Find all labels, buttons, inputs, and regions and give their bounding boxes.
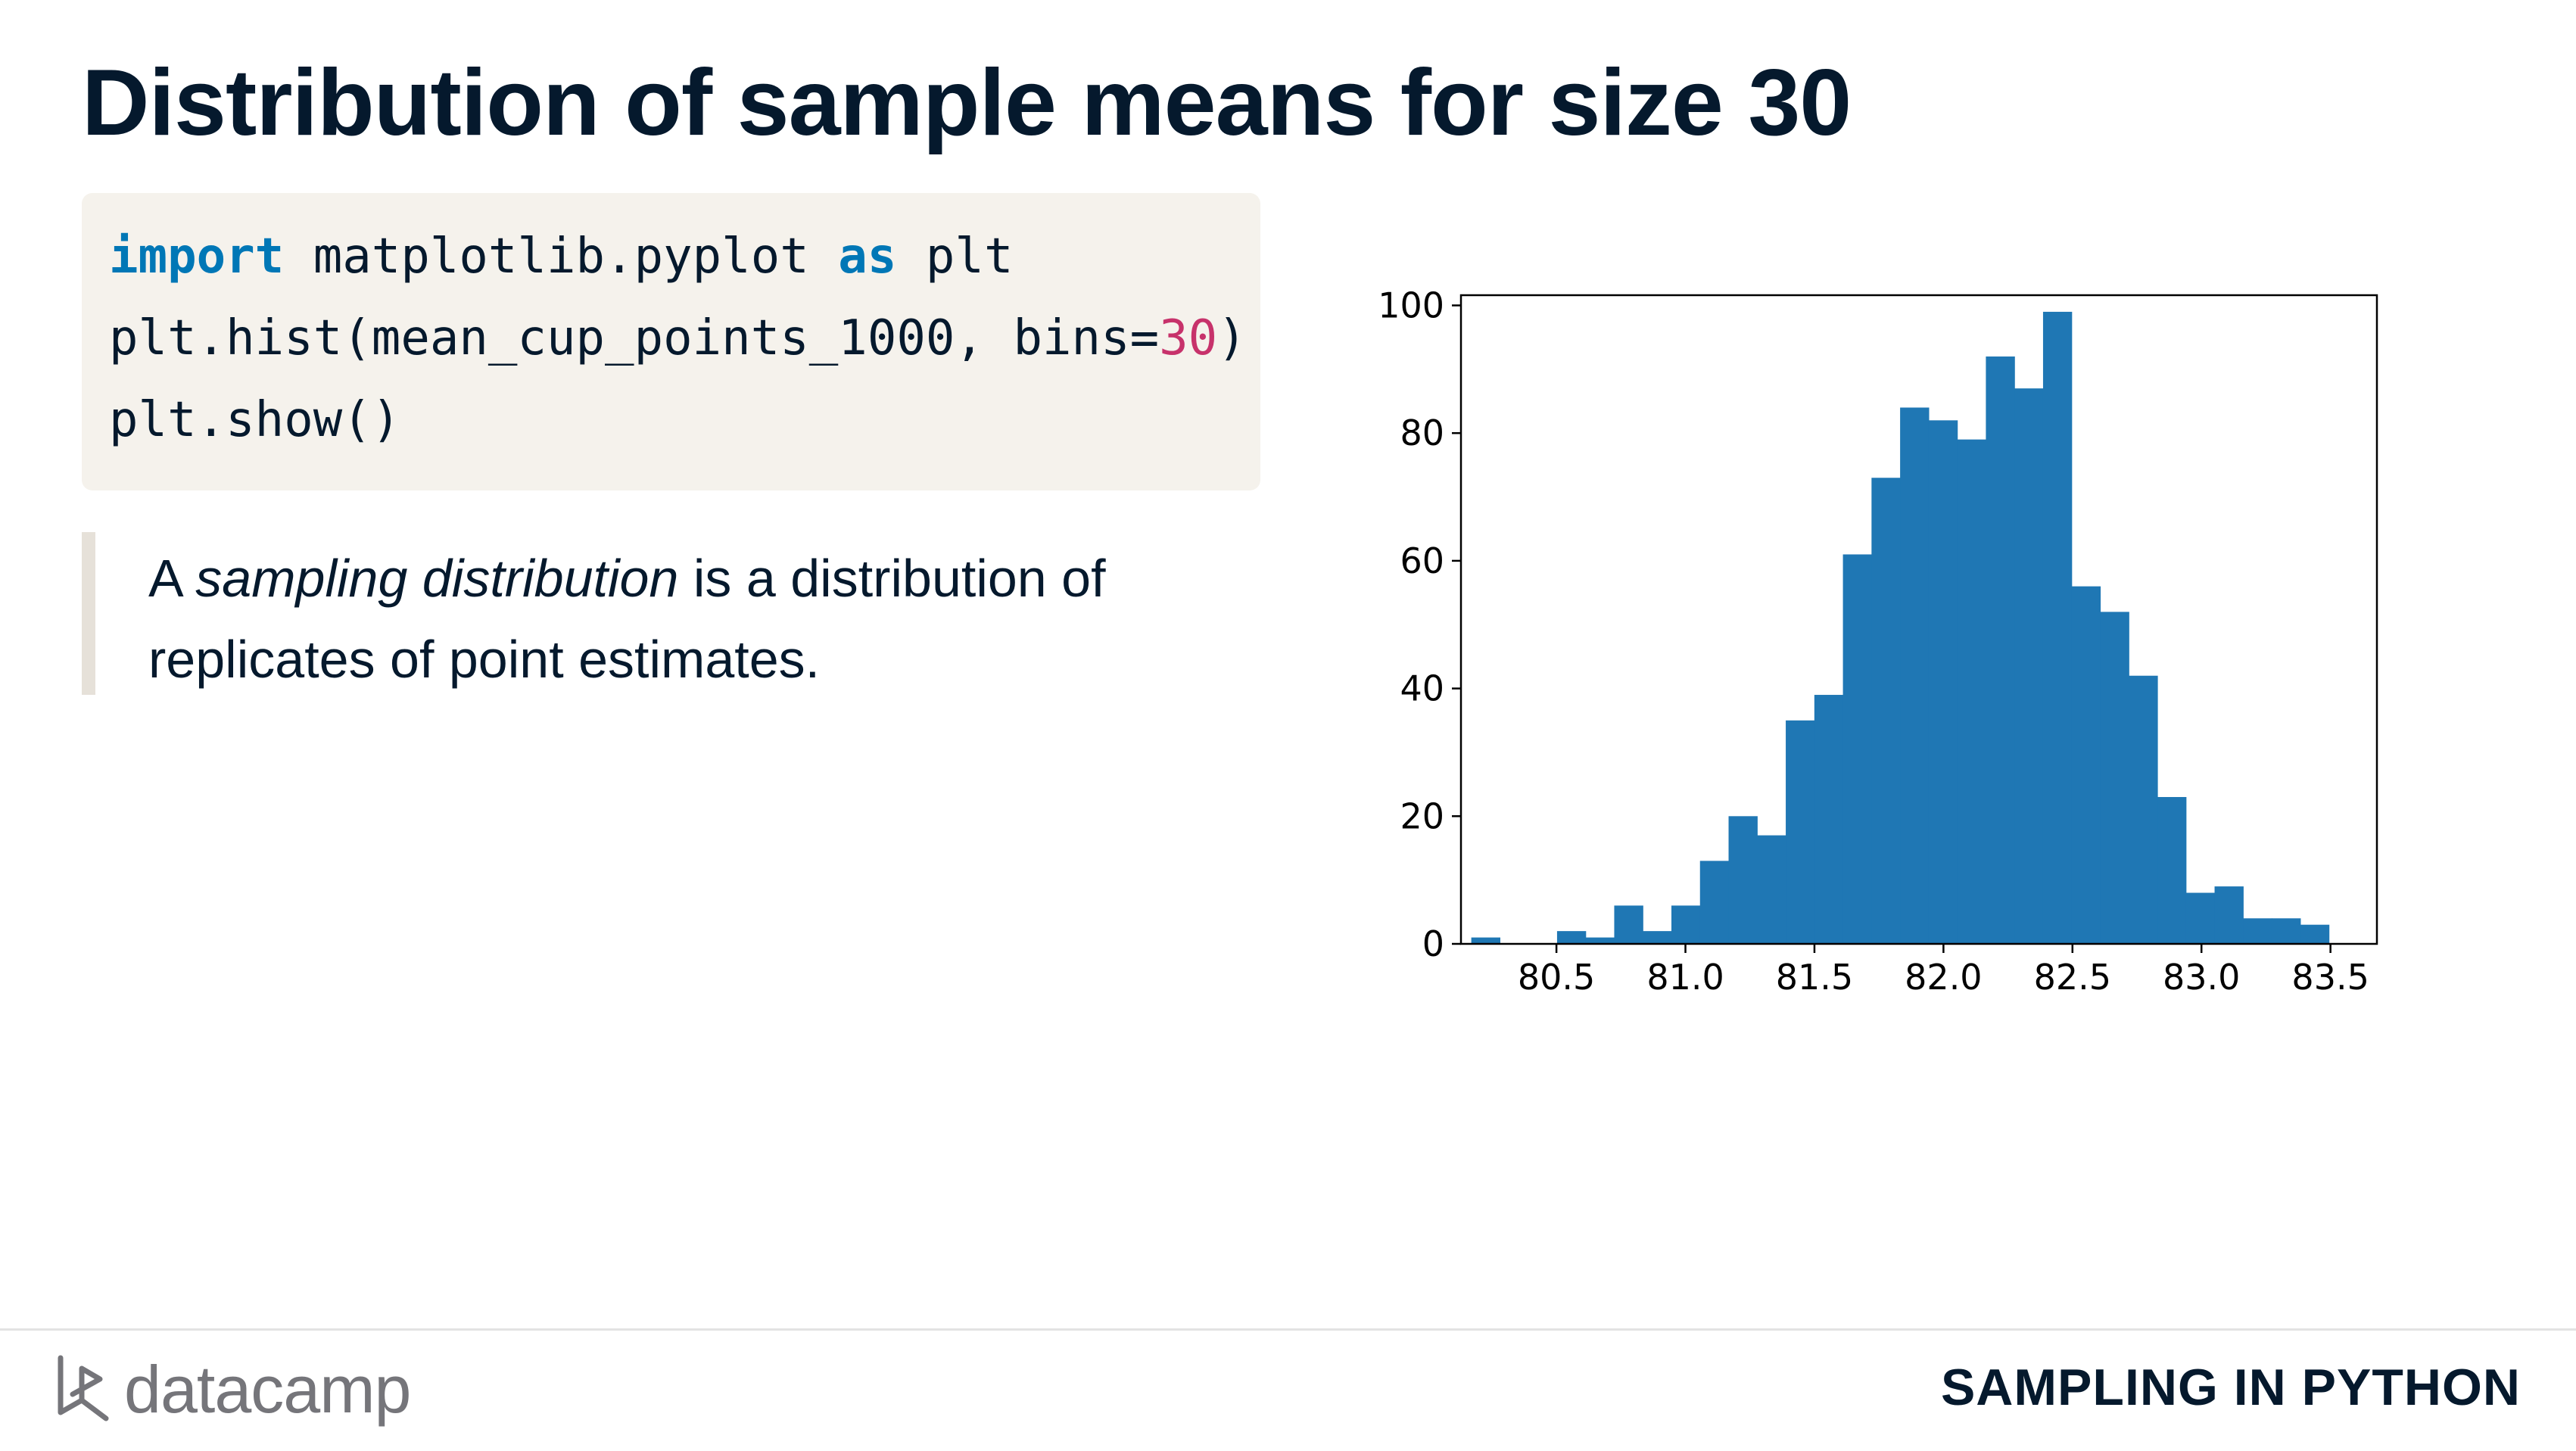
slide-title: Distribution of sample means for size 30 [82, 51, 1852, 155]
datacamp-logo-text: datacamp [124, 1352, 411, 1427]
quote-line1-suffix: is a distribution of [678, 549, 1106, 608]
histogram-bar [2014, 388, 2044, 944]
code-token: matplotlib.pyplot [284, 229, 839, 285]
histogram-svg: 80.5 81.0 81.5 82.0 82.5 83.0 83.5 0 20 40 60 80 100 [1378, 285, 2378, 998]
histogram-bar [2129, 675, 2158, 944]
code-token: import [109, 229, 285, 285]
histogram-bar [2214, 886, 2244, 944]
histogram-bar [1928, 420, 1958, 944]
code-token: plt.show() [109, 392, 401, 448]
histogram-bar [2100, 612, 2129, 944]
quote-line2: replicates of point estimates. [148, 630, 821, 689]
code-token: plt.hist(mean_cup_points_1000, bins= [109, 310, 1160, 366]
histogram-bar [2243, 918, 2272, 944]
course-name: SAMPLING IN PYTHON [1940, 1359, 2521, 1416]
x-tick-label: 81.0 [1646, 957, 1724, 998]
code-block: import matplotlib.pyplot as plt plt.hist(… [82, 193, 1260, 490]
code-line: plt.show() [109, 379, 1233, 461]
y-tick-label: 60 [1400, 540, 1444, 581]
histogram-bar [2071, 586, 2101, 944]
histogram-bar [2157, 796, 2187, 944]
x-tick-label: 81.5 [1776, 957, 1853, 998]
plot-frame [1459, 294, 2378, 945]
histogram-bar [2272, 918, 2301, 944]
histogram-bar [1585, 937, 1615, 944]
histogram-bar [1900, 407, 1930, 944]
x-tick-label: 82.5 [2034, 957, 2111, 998]
histogram-bar [2185, 892, 2216, 944]
histogram-bar [1871, 478, 1901, 944]
code-line: plt.hist(mean_cup_points_1000, bins=30) [109, 297, 1247, 379]
code-token: 30 [1159, 310, 1218, 366]
code-token: plt [896, 229, 1014, 285]
code-token: as [838, 229, 897, 285]
histogram-bar [1643, 931, 1672, 944]
x-tick-label: 82.0 [1905, 957, 1982, 998]
x-tick-label: 80.5 [1518, 957, 1595, 998]
y-tick-label: 100 [1378, 285, 1444, 325]
x-tick-label: 83.0 [2163, 957, 2240, 998]
y-tick-label: 0 [1422, 923, 1444, 964]
footer-divider [0, 1328, 2576, 1331]
code-line: import matplotlib.pyplot as plt [109, 216, 1233, 297]
histogram-bar [2300, 924, 2330, 944]
histogram-bar [1786, 720, 1815, 944]
histogram-bar [1757, 835, 1786, 944]
histogram-bar [1556, 931, 1587, 944]
histogram-chart: 80.5 81.0 81.5 82.0 82.5 83.0 83.5 0 20 40 60 80 100 [1340, 272, 2400, 1014]
code-token: ) [1217, 310, 1247, 366]
quote-emphasis: sampling distribution [195, 549, 679, 608]
y-tick-label: 80 [1400, 413, 1444, 453]
histogram-bar [1614, 905, 1643, 944]
quote-prefix: A [148, 549, 196, 608]
datacamp-logo-icon [58, 1355, 109, 1421]
histogram-bar [1728, 816, 1758, 944]
histogram-bar [1957, 439, 1987, 944]
histogram-bar [1471, 937, 1500, 944]
definition-quote: A sampling distribution is a distributio… [82, 532, 1263, 695]
histogram-bar [2042, 311, 2073, 944]
histogram-bar [1986, 356, 2015, 944]
datacamp-logo: datacamp [53, 1344, 411, 1435]
y-tick-label: 20 [1400, 796, 1444, 836]
histogram-bar [1699, 861, 1730, 944]
histogram-bar [1842, 554, 1872, 944]
histogram-bar [1671, 905, 1701, 944]
histogram-bar [1814, 695, 1844, 944]
y-tick-label: 40 [1400, 668, 1444, 709]
x-tick-label: 83.5 [2291, 957, 2369, 998]
